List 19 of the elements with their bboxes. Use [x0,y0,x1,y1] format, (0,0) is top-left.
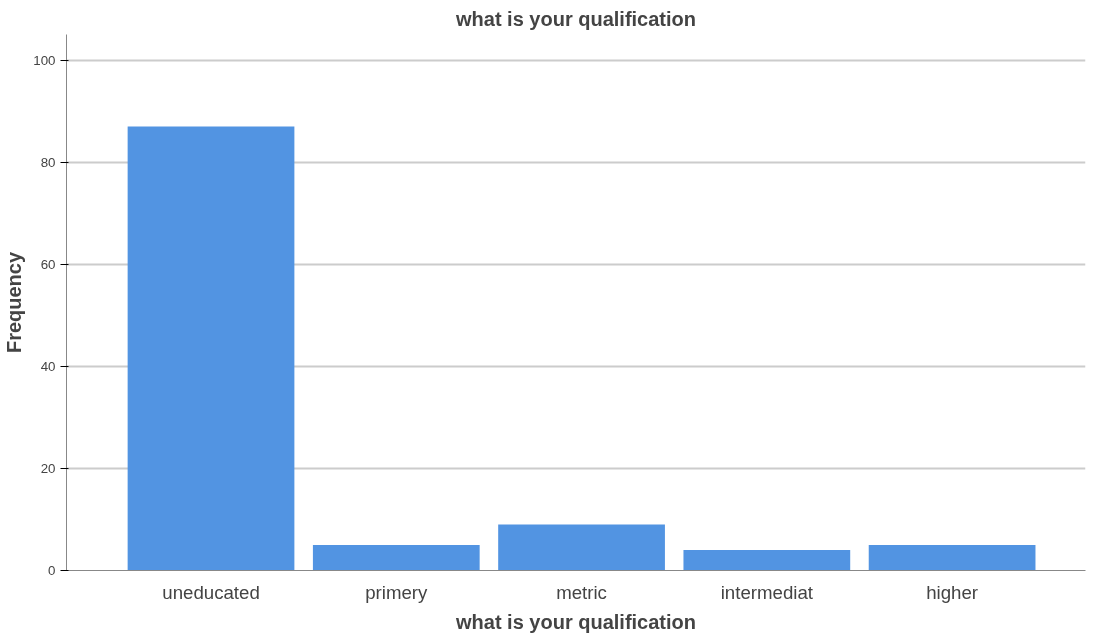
y-tick-label: 60 [40,256,56,272]
bar [127,126,295,571]
y-tick-label: 20 [40,460,56,476]
bar [498,524,665,571]
x-tick-label: higher [926,581,979,603]
x-tick-label: intermediat [720,581,814,603]
y-tick-label: 80 [40,154,56,170]
bar [868,544,1036,571]
x-tick-label: uneducated [162,581,260,603]
y-axis-title: Frequency [3,251,26,354]
chart-title: what is your qualification [454,7,697,30]
bar [683,550,851,571]
x-axis-title: what is your qualification [454,610,697,633]
y-tick-label: 40 [40,358,56,374]
x-tick-label: primery [365,581,429,603]
x-tick-label: metric [556,581,607,603]
y-tick-label: 100 [33,52,56,68]
y-tick-label: 0 [48,563,56,578]
bar [312,544,480,571]
